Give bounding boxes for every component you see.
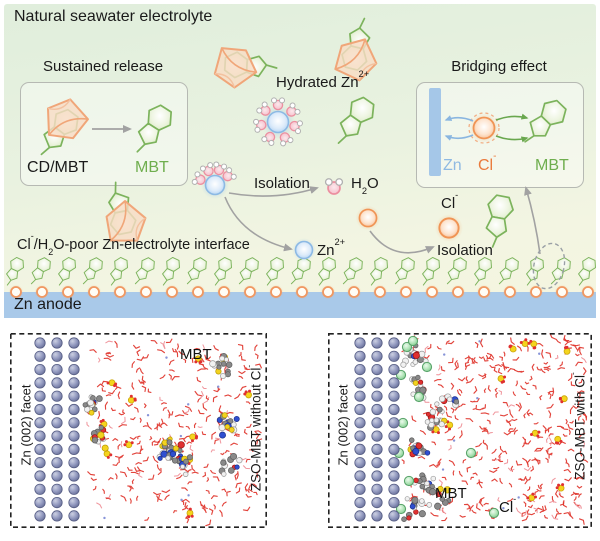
mbt-molecule-icon [524,94,569,151]
md-simulation-without-cl [10,333,267,528]
bridge-arrow-to-mbt [495,113,529,121]
zn-label: Zn [443,157,462,174]
isolation-label: Isolation [254,175,310,192]
bridge-arrow-to-zn [444,134,474,141]
interface-label: Cl-/H2O-poor Zn-electrolyte interface [17,231,250,258]
bridging-effect-title: Bridging effect [451,58,547,75]
mbt-label: MBT [135,159,169,176]
dashed-highlight-ellipse [532,242,566,290]
cl-ion-icon [354,204,382,232]
mbt-molecule-icon [337,94,376,148]
facet-label: Zn (002) facet [335,384,351,466]
mbt-tag: MBT [435,485,467,502]
panel-caption: ZSO-MBT with Cl- [567,372,588,480]
mbt-label: MBT [535,157,569,174]
interface-mbt-row [4,256,596,300]
md-simulation-with-cl [328,333,592,528]
zn-ion-icon [291,237,317,263]
sustained-release-title: Sustained release [42,58,164,75]
facet-label: Zn (002) facet [18,384,34,466]
cl-ion-icon [472,116,496,140]
water-molecule-icon [324,177,344,195]
cl-label: Cl- [478,151,497,174]
cl-isolation-arrow [369,230,435,254]
panel-caption: ZSO-MBT without Cl- [243,364,264,492]
cl-ion-label: Cl- [441,189,459,212]
cd-mbt-label: CD/MBT [27,159,89,176]
h2o-label: H2O [351,175,379,197]
mbt-molecule-icon [476,190,523,248]
isolation-h2o-arrow [228,186,319,197]
hydrated-zn-icon [253,98,303,147]
mbt-tag: MBT [180,346,212,363]
seawater-electrolyte-panel: Natural seawater electrolyte Sustained r… [4,4,596,318]
hydrated-zn-label: Hydrated Zn2+ [276,68,370,91]
cd-mbt-complex-icon [34,91,97,161]
bridge-arrow-to-zn [444,115,474,122]
mbt-molecule-icon [136,103,173,155]
cl-ion-icon [434,213,464,243]
isolation-label: Isolation [437,242,493,259]
bridging-effect-box [416,82,584,188]
bridging-callout-arrow [524,186,541,255]
zn-slab-icon [429,88,441,176]
zn2-label: Zn2+ [317,236,346,259]
cl-dashed-ring [468,112,500,144]
zn-anode-label: Zn anode [14,296,82,313]
panel-title: Natural seawater electrolyte [14,8,213,25]
cl-tag: Cl- [499,493,517,516]
md-panel-without-cl: Zn (002) facet MBT ZSO-MBT without Cl- [10,333,267,528]
isolation-zn-arrow [224,196,293,252]
cd-mbt-complex-icon [200,25,280,101]
seawater-illustration [4,4,596,300]
bridge-arrow-to-mbt [495,135,529,143]
md-panel-with-cl: Zn (002) facet MBT Cl- ZSO-MBT with Cl- [328,333,592,528]
